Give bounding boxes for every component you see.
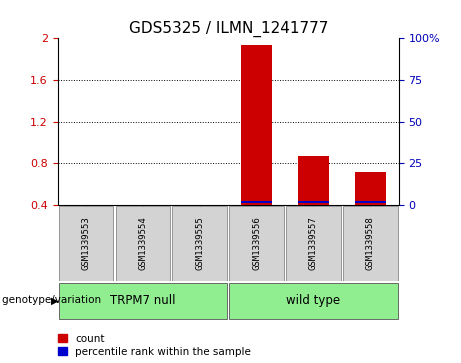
Bar bbox=[229, 283, 398, 319]
Text: TRPM7 null: TRPM7 null bbox=[110, 294, 176, 307]
Bar bbox=[286, 206, 341, 281]
Text: GSM1339556: GSM1339556 bbox=[252, 216, 261, 270]
Bar bbox=[355, 172, 386, 205]
Text: GSM1339558: GSM1339558 bbox=[366, 216, 375, 270]
Bar bbox=[59, 206, 113, 281]
Bar bbox=[298, 156, 329, 205]
Title: GDS5325 / ILMN_1241777: GDS5325 / ILMN_1241777 bbox=[129, 21, 328, 37]
Text: GSM1339557: GSM1339557 bbox=[309, 216, 318, 270]
Bar bbox=[172, 206, 227, 281]
Bar bbox=[241, 201, 272, 203]
Text: wild type: wild type bbox=[286, 294, 341, 307]
Text: genotype/variation: genotype/variation bbox=[2, 295, 105, 306]
Text: GSM1339554: GSM1339554 bbox=[138, 216, 148, 270]
Bar bbox=[229, 206, 284, 281]
Bar bbox=[343, 206, 398, 281]
Legend: count, percentile rank within the sample: count, percentile rank within the sample bbox=[53, 329, 255, 361]
Text: GSM1339553: GSM1339553 bbox=[82, 216, 90, 270]
Bar bbox=[116, 206, 170, 281]
Text: ▶: ▶ bbox=[51, 295, 58, 306]
Bar bbox=[59, 283, 227, 319]
Bar bbox=[241, 45, 272, 205]
Bar bbox=[298, 201, 329, 203]
Bar bbox=[355, 201, 386, 203]
Text: GSM1339555: GSM1339555 bbox=[195, 216, 204, 270]
